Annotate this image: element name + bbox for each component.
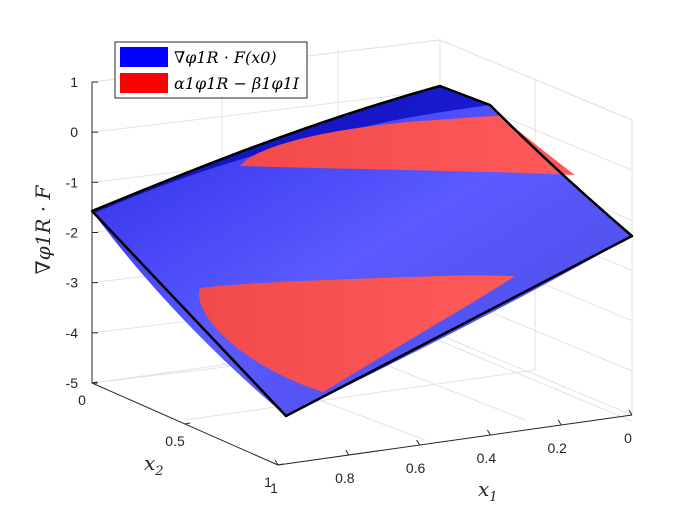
surface-red-region-lower [199,275,515,392]
y-tick-mark [277,463,284,466]
grid-line [439,334,633,416]
svg-text:x1: x1 [478,477,498,505]
z-grid-line [439,340,633,422]
legend-swatch-blue [120,47,168,67]
z-tick-label: 1 [70,74,78,90]
x-tick-mark [557,419,562,426]
z-tick-label: -4 [66,325,79,341]
x-tick-label: 0 [624,430,632,446]
x-tick-label: 0.6 [406,460,426,476]
x-tick-mark [274,459,279,466]
z-tick-label: -5 [66,375,79,391]
y-tick-mark [184,422,191,425]
x-tick-mark [416,439,421,446]
svg-text:x2: x2 [144,451,164,479]
legend: ∇φ1R · F(x0) α1φ1R − β1φ1I [114,41,308,99]
y-tick-mark [91,381,98,384]
grid-line [184,369,536,421]
x-tick-mark [345,449,350,456]
legend-entry-1: ∇φ1R · F(x0) [174,48,277,67]
z-tick-label: -2 [66,225,79,241]
grid-line [439,39,633,121]
legend-entry-2: α1φ1R − β1φ1I [174,74,300,93]
x-tick-label: 0.4 [477,450,497,466]
x-tick-mark [486,429,491,436]
x-tick-label: 1 [270,480,278,496]
z-axis-label: ∇φ1R · F [31,185,55,275]
surface-top-edge-band [92,86,490,214]
z-tick-label: -1 [66,174,79,190]
legend-swatch-red [120,73,168,93]
y-tick-label: 0.5 [165,433,185,449]
y-tick-label: 1 [264,474,272,490]
x-tick-mark [628,409,633,416]
surface [90,84,634,418]
y-tick-label: 0 [78,392,86,408]
y-axis-label: x2 [144,451,164,479]
x-tick-label: 0.8 [335,470,355,486]
x-axis-line [277,414,633,466]
x-tick-label: 0.2 [547,440,567,456]
x-axis-label: x1 [478,477,498,505]
z-grid-line [91,89,441,133]
z-tick-label: -3 [66,275,79,291]
surface-boundary [90,84,634,418]
z-tick-label: 0 [70,124,78,140]
surface-red-region-upper [240,116,575,175]
